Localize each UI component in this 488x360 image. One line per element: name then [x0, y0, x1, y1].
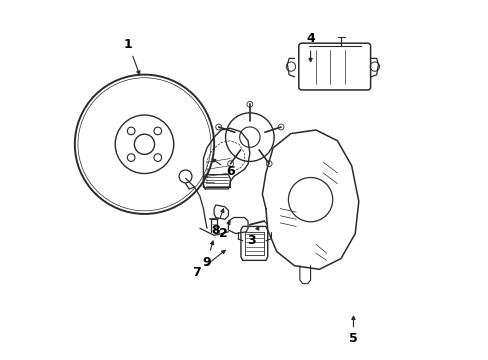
Text: 7: 7 [191, 250, 225, 279]
Text: 2: 2 [218, 221, 229, 240]
Text: 4: 4 [305, 32, 314, 62]
Text: 8: 8 [211, 209, 224, 237]
Text: 9: 9 [202, 241, 213, 269]
Text: 1: 1 [124, 38, 140, 75]
Text: 6: 6 [212, 159, 234, 177]
Text: 5: 5 [348, 316, 357, 346]
Text: 3: 3 [247, 226, 258, 247]
